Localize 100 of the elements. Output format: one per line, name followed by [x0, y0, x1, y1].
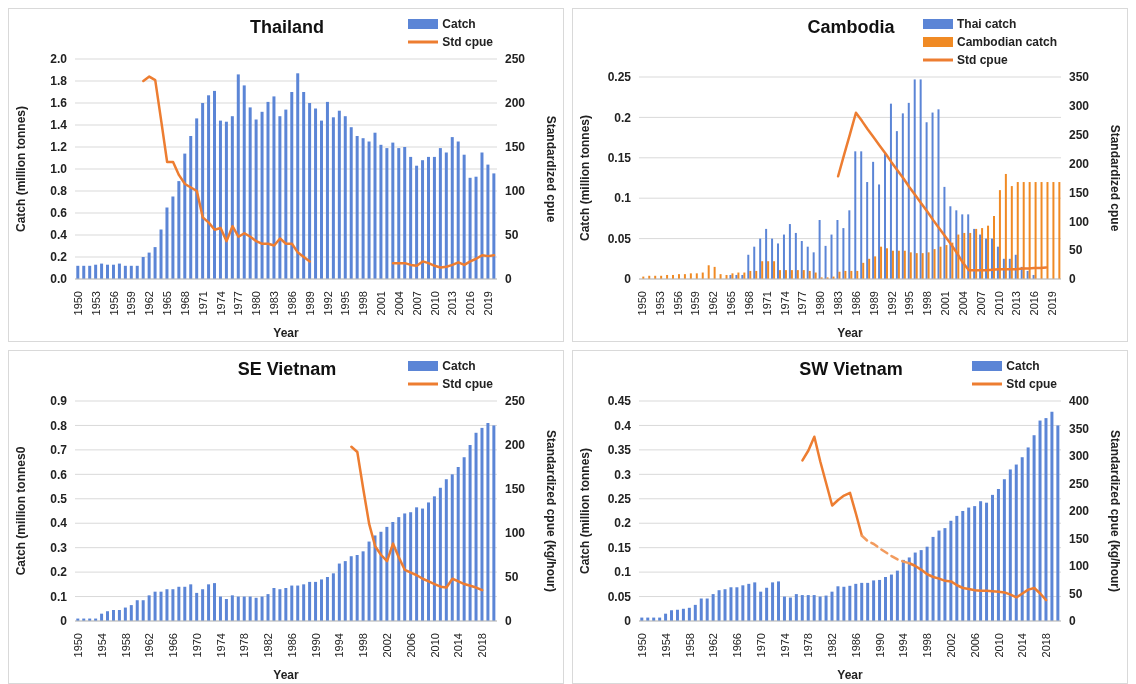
y2-axis-title: Standardized cpue (kg/hour) [543, 429, 558, 593]
legend-label: Std cpue [442, 35, 493, 49]
y-axis-title: Catch (million tonnes0 [14, 446, 29, 576]
x-tick-label: 1962 [707, 291, 720, 316]
x-axis-title: Year [273, 326, 300, 340]
y-tick-label: 0.45 [607, 394, 632, 409]
y-tick-label: 0.15 [607, 151, 632, 166]
y2-axis-title: Standardized cpue [1107, 124, 1122, 232]
x-tick-label: 1977 [232, 291, 245, 316]
x-tick-label: 1968 [178, 291, 191, 316]
y2-tick-label: 200 [505, 438, 526, 453]
x-tick-label: 1956 [671, 291, 684, 316]
x-tick-label: 1974 [778, 633, 791, 658]
x-tick-label: 2018 [1040, 633, 1053, 658]
legend-label: Catch [1006, 359, 1040, 373]
x-tick-label: 1971 [196, 291, 209, 316]
x-tick-label: 1966 [731, 633, 744, 658]
x-tick-label: 1970 [754, 633, 767, 658]
x-tick-label: 1995 [339, 291, 352, 316]
x-tick-label: 1962 [143, 291, 156, 316]
x-tick-label: 1950 [71, 291, 84, 316]
x-tick-label: 1974 [778, 291, 791, 316]
x-tick-label: 1959 [689, 291, 702, 316]
y2-tick-label: 150 [1069, 531, 1090, 546]
y-axis-title: Catch (million tonnes) [14, 106, 29, 232]
x-tick-label: 1983 [268, 291, 281, 316]
x-tick-label: 1953 [89, 291, 102, 316]
y2-tick-label: 100 [505, 184, 526, 199]
x-tick-label: 2019 [482, 291, 495, 316]
y2-tick-label: 50 [1069, 243, 1083, 258]
y2-tick-label: 150 [1069, 185, 1090, 200]
y2-axis-title: Standardized cpue [543, 115, 558, 223]
x-tick-label: 2010 [992, 291, 1005, 316]
y-tick-label: 0.4 [50, 516, 68, 531]
x-tick-label: 1978 [238, 633, 251, 658]
y-tick-label: 1.6 [50, 96, 68, 111]
x-tick-label: 2010 [992, 633, 1005, 658]
x-tick-label: 2013 [446, 291, 459, 316]
x-tick-label: 1950 [635, 633, 648, 658]
y2-tick-label: 250 [1069, 476, 1090, 491]
x-tick-label: 1974 [214, 633, 227, 658]
y-tick-label: 0.2 [614, 110, 632, 125]
x-tick-label: 2002 [945, 633, 958, 658]
y-tick-label: 0.5 [50, 492, 68, 507]
x-tick-label: 1983 [832, 291, 845, 316]
y2-tick-label: 150 [505, 482, 526, 497]
chart-title: SE Vietnam [237, 359, 337, 379]
x-tick-label: 2010 [428, 291, 441, 316]
y2-tick-label: 200 [505, 96, 526, 111]
x-tick-label: 1978 [802, 633, 815, 658]
x-tick-label: 1998 [357, 633, 370, 658]
y-tick-label: 0.35 [607, 443, 632, 458]
x-tick-label: 1971 [760, 291, 773, 316]
y-tick-label: 0.6 [50, 206, 68, 221]
y2-tick-label: 50 [505, 228, 519, 243]
x-tick-label: 1998 [921, 291, 934, 316]
y2-tick-label: 100 [1069, 559, 1090, 574]
x-tick-label: 2019 [1046, 291, 1059, 316]
x-tick-label: 1954 [95, 633, 108, 658]
x-tick-label: 1994 [333, 633, 346, 658]
chart-title: SW Vietnam [799, 359, 903, 379]
y-tick-label: 0.9 [50, 394, 68, 409]
x-tick-label: 2001 [939, 291, 952, 316]
y-tick-label: 2.0 [50, 52, 68, 67]
legend-label: Std cpue [1006, 377, 1057, 391]
x-tick-label: 1982 [826, 633, 839, 658]
y2-tick-label: 400 [1069, 394, 1090, 409]
x-tick-label: 2018 [476, 633, 489, 658]
y2-tick-label: 0 [505, 272, 512, 287]
x-tick-label: 2016 [464, 291, 477, 316]
x-tick-label: 2004 [392, 291, 405, 316]
y-tick-label: 0.2 [614, 516, 632, 531]
y-tick-label: 1.2 [50, 140, 68, 155]
y2-tick-label: 50 [505, 570, 519, 585]
x-axis-title: Year [837, 668, 864, 682]
x-tick-label: 1980 [250, 291, 263, 316]
x-tick-label: 1962 [707, 633, 720, 658]
y2-axis-title: Standardized cpue (kg/hour) [1107, 429, 1122, 593]
y-tick-label: 0.3 [50, 540, 68, 555]
y-tick-label: 0 [624, 614, 632, 629]
x-tick-label: 2013 [1010, 291, 1023, 316]
legend-label: Std cpue [442, 377, 493, 391]
x-tick-label: 2007 [410, 291, 423, 316]
x-tick-label: 1977 [796, 291, 809, 316]
legend-label: Catch [442, 359, 476, 373]
x-axis-title: Year [273, 668, 300, 682]
legend-label: Std cpue [956, 53, 1008, 67]
y-tick-label: 0.6 [50, 467, 68, 482]
y2-tick-label: 350 [1069, 70, 1090, 85]
x-tick-label: 1958 [119, 633, 132, 658]
y-tick-label: 0.7 [50, 443, 68, 458]
x-tick-label: 1992 [321, 291, 334, 316]
y-axis-title: Catch (million tonnes) [578, 448, 593, 574]
y-tick-label: 0.05 [607, 231, 632, 246]
x-tick-label: 1990 [873, 633, 886, 658]
x-tick-label: 2014 [1016, 633, 1029, 658]
y2-tick-label: 50 [1069, 586, 1083, 601]
y2-tick-label: 300 [1069, 449, 1090, 464]
legend-label: Catch [442, 17, 476, 31]
x-tick-label: 1953 [653, 291, 666, 316]
